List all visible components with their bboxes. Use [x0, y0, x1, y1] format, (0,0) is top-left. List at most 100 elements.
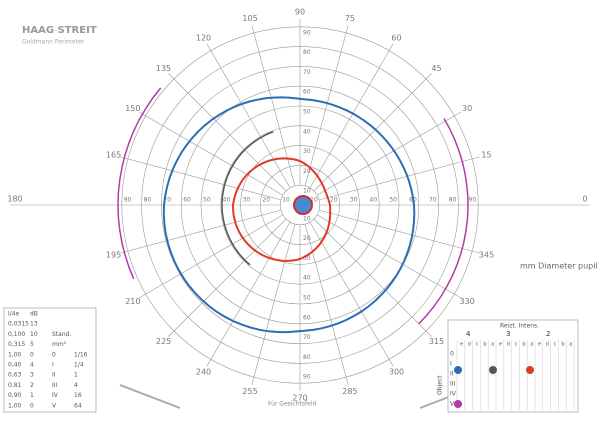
radius-label: 70 — [303, 334, 311, 341]
radial-line — [316, 111, 462, 196]
angle-label: 120 — [196, 33, 211, 42]
table-cell: I — [52, 362, 54, 369]
table-cell: 0 — [30, 402, 34, 409]
radius-label: 20 — [303, 235, 311, 242]
radial-line — [206, 221, 291, 367]
angle-label: 315 — [429, 337, 444, 346]
radius-label: 40 — [303, 275, 311, 282]
radial-line — [316, 214, 462, 299]
box-letter: e — [460, 342, 463, 348]
box-letter: a — [569, 342, 572, 348]
box-letter: b — [561, 342, 564, 348]
angle-label: 330 — [460, 297, 475, 306]
radial-line — [304, 224, 349, 385]
brand: HAAG STREIT — [22, 25, 97, 36]
box-frame — [447, 319, 579, 413]
table-cell: 10 — [30, 331, 38, 338]
subtitle: Goldmann Perimeter — [22, 39, 85, 46]
table-cell: 0,315 — [8, 341, 25, 348]
radial-line — [313, 73, 432, 192]
radial-line — [168, 73, 287, 192]
angle-label: 270 — [292, 394, 307, 403]
radius-label: 90 — [303, 374, 311, 381]
radius-label: 30 — [303, 255, 311, 262]
radius-label: 80 — [303, 49, 311, 56]
table-cell: 0 — [30, 351, 34, 358]
radius-label: 40 — [223, 197, 231, 204]
radius-label: 50 — [389, 197, 397, 204]
box-letter: c — [554, 342, 557, 348]
radius-label: 10 — [282, 197, 290, 204]
table-cell: III — [52, 382, 58, 389]
table-cell: 2 — [30, 382, 34, 389]
isopter — [231, 157, 332, 262]
table-cell: 4 — [74, 382, 78, 389]
radius-label: 40 — [370, 197, 378, 204]
angle-label: 90 — [295, 8, 305, 17]
radius-label: 80 — [449, 197, 457, 204]
box-column: 3 — [506, 330, 510, 338]
box-letter: b — [483, 342, 486, 348]
table-cell: dB — [30, 311, 38, 318]
angle-label: 15 — [481, 151, 491, 160]
radius-label: 90 — [469, 197, 477, 204]
radial-line — [251, 224, 296, 385]
radial-line — [309, 221, 394, 367]
table-cell: 64 — [74, 402, 82, 409]
isopter — [221, 131, 274, 266]
radius-label: 60 — [183, 197, 191, 204]
table-cell: 1,00 — [8, 351, 22, 358]
center-spot — [293, 195, 313, 215]
isopter — [418, 118, 469, 325]
pupil-label: mm Diameter pupil — [520, 262, 598, 271]
box-column: 4 — [466, 330, 471, 338]
radius-label: 80 — [303, 354, 311, 361]
radius-label: 20 — [262, 197, 270, 204]
table-cell: mm² — [52, 341, 67, 348]
radial-line — [138, 214, 284, 299]
radius-label: 70 — [429, 197, 437, 204]
bottom-caption: Für Gesichtsfeld — [268, 401, 316, 408]
stimulus-box: Reizt. Intens.4 3 2e d c b a e d c b a e d c b a0IIIIIII… — [437, 319, 579, 413]
table-cell: 4 — [30, 362, 34, 369]
isopter — [117, 87, 162, 280]
box-letter: a — [530, 342, 533, 348]
box-row: III — [450, 381, 456, 388]
angle-label: 180 — [7, 195, 22, 204]
table-cell: 0,40 — [8, 362, 22, 369]
table-cell: Stand. — [52, 331, 71, 338]
angle-label: 240 — [196, 368, 211, 377]
radius-label: 50 — [203, 197, 211, 204]
radial-line — [138, 111, 284, 196]
radial-line — [313, 218, 432, 337]
table-cell: 0,0315 — [8, 321, 29, 328]
radius-label: 90 — [303, 29, 311, 36]
box-letter: e — [538, 342, 541, 348]
table-cell: 5 — [30, 341, 34, 348]
stimulus-dot — [489, 366, 497, 374]
stimulus-dot — [454, 400, 462, 408]
box-letter: c — [515, 342, 518, 348]
radial-line — [120, 156, 281, 201]
radius-label: 50 — [303, 295, 311, 302]
angle-label: 30 — [462, 104, 472, 113]
box-letter: d — [507, 342, 510, 348]
angle-label: 165 — [106, 151, 121, 160]
table-cell: 0 — [52, 351, 56, 358]
table-cell: 0,63 — [8, 372, 22, 379]
table-cell: IV — [52, 392, 59, 399]
radius-label: 40 — [303, 128, 311, 135]
radius-label: 70 — [303, 69, 311, 76]
radial-line — [168, 218, 287, 337]
radial-line — [304, 25, 349, 186]
table-frame — [3, 307, 97, 413]
radius-label: 30 — [243, 197, 251, 204]
box-letter: d — [468, 342, 471, 348]
box-row: II — [450, 371, 454, 378]
table-cell: V — [52, 402, 57, 409]
table-cell: 1/4 — [74, 362, 84, 369]
angle-label: 195 — [106, 250, 121, 259]
radius-label: 60 — [303, 314, 311, 321]
table-cell: 0,90 — [8, 392, 22, 399]
box-column: 2 — [546, 330, 550, 338]
